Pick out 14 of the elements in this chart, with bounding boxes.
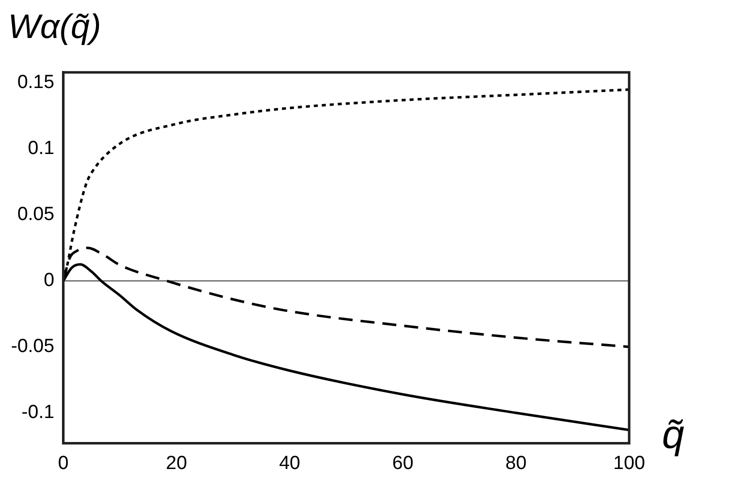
y-axis-title: Wα(q̃) (8, 8, 102, 47)
y-tick-label: 0.1 (28, 138, 54, 160)
y-tick-label: 0.15 (17, 72, 54, 94)
x-tick-label: 40 (279, 452, 300, 474)
x-tick-label: 20 (166, 452, 188, 474)
x-tick-label: 0 (58, 452, 69, 474)
x-tick-label: 80 (505, 452, 527, 474)
y-tick-label: -0.05 (10, 336, 54, 358)
y-tick-label: -0.1 (22, 402, 54, 424)
x-tick-label: 60 (392, 452, 414, 474)
x-tick-label: 100 (613, 452, 645, 474)
x-axis-title: q̃ (662, 413, 684, 458)
y-tick-label: 0.05 (17, 204, 54, 226)
y-tick-label: 0 (44, 270, 54, 292)
